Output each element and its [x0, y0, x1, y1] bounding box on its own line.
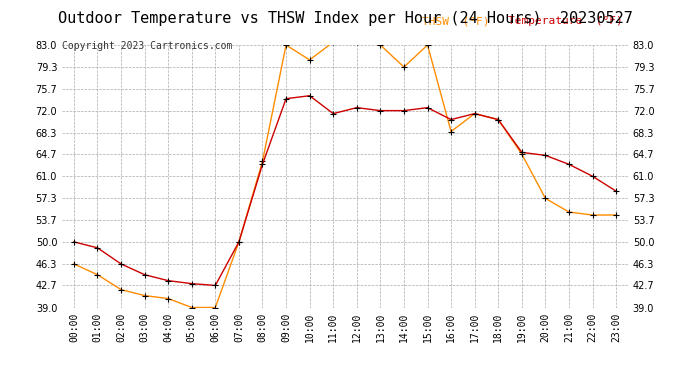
THSW  (°F)	[565, 210, 573, 214]
Temperature  (°F)	[306, 93, 314, 98]
Temperature  (°F)	[353, 105, 361, 110]
Temperature  (°F)	[117, 262, 125, 266]
THSW  (°F)	[400, 65, 408, 69]
Temperature  (°F)	[494, 117, 502, 122]
THSW  (°F)	[188, 305, 196, 310]
THSW  (°F)	[447, 129, 455, 134]
Temperature  (°F)	[93, 246, 101, 250]
Temperature  (°F)	[376, 108, 384, 113]
Temperature  (°F)	[565, 162, 573, 166]
THSW  (°F)	[70, 262, 78, 266]
THSW  (°F)	[235, 240, 243, 244]
Temperature  (°F)	[164, 278, 172, 283]
THSW  (°F)	[93, 272, 101, 277]
THSW  (°F)	[353, 40, 361, 44]
THSW  (°F)	[306, 58, 314, 62]
THSW  (°F)	[258, 159, 266, 164]
Temperature  (°F)	[211, 283, 219, 288]
THSW  (°F)	[541, 196, 549, 201]
Temperature  (°F)	[329, 111, 337, 116]
THSW  (°F)	[424, 43, 432, 47]
Temperature  (°F)	[70, 240, 78, 244]
Line: THSW  (°F): THSW (°F)	[71, 39, 619, 310]
Text: Outdoor Temperature vs THSW Index per Hour (24 Hours)  20230527: Outdoor Temperature vs THSW Index per Ho…	[57, 11, 633, 26]
Temperature  (°F)	[471, 111, 479, 116]
Temperature  (°F)	[400, 108, 408, 113]
Temperature  (°F)	[282, 96, 290, 101]
THSW  (°F)	[117, 287, 125, 292]
THSW  (°F)	[282, 43, 290, 47]
THSW  (°F)	[471, 111, 479, 116]
THSW  (°F)	[211, 305, 219, 310]
Legend: THSW  (°F), Temperature  (°F): THSW (°F), Temperature (°F)	[408, 16, 622, 26]
Temperature  (°F)	[141, 272, 149, 277]
THSW  (°F)	[329, 40, 337, 44]
THSW  (°F)	[164, 296, 172, 301]
Temperature  (°F)	[612, 189, 620, 194]
Temperature  (°F)	[541, 153, 549, 158]
THSW  (°F)	[589, 213, 597, 217]
Temperature  (°F)	[518, 150, 526, 154]
Temperature  (°F)	[424, 105, 432, 110]
Temperature  (°F)	[589, 174, 597, 178]
Temperature  (°F)	[188, 281, 196, 286]
Line: Temperature  (°F): Temperature (°F)	[71, 93, 619, 288]
THSW  (°F)	[376, 43, 384, 47]
Temperature  (°F)	[258, 162, 266, 166]
THSW  (°F)	[518, 152, 526, 156]
Text: Copyright 2023 Cartronics.com: Copyright 2023 Cartronics.com	[62, 41, 233, 51]
Temperature  (°F)	[447, 117, 455, 122]
THSW  (°F)	[141, 293, 149, 298]
Temperature  (°F)	[235, 240, 243, 244]
THSW  (°F)	[612, 213, 620, 217]
THSW  (°F)	[494, 117, 502, 122]
